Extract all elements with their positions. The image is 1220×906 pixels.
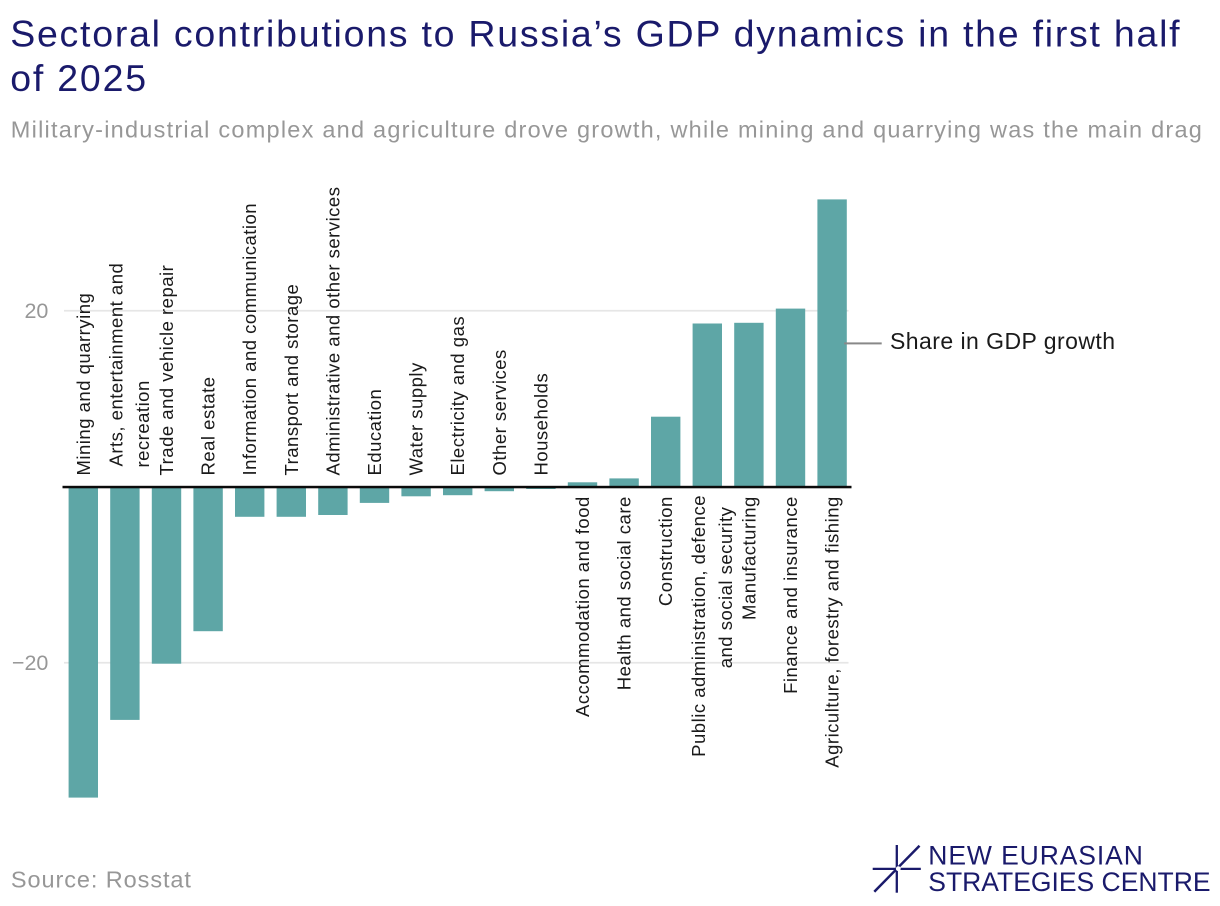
svg-text:Source: Rosstat: Source: Rosstat xyxy=(11,867,192,893)
svg-text:Share in GDP growth: Share in GDP growth xyxy=(890,328,1115,354)
svg-text:Education: Education xyxy=(364,389,385,476)
svg-text:recreation: recreation xyxy=(132,380,153,467)
svg-text:Military-industrial complex an: Military-industrial complex and agricult… xyxy=(11,117,1203,143)
svg-text:Mining and quarrying: Mining and quarrying xyxy=(73,293,94,476)
svg-text:20: 20 xyxy=(24,299,48,323)
svg-text:of 2025: of 2025 xyxy=(10,57,148,99)
svg-text:STRATEGIES CENTRE: STRATEGIES CENTRE xyxy=(928,867,1210,897)
svg-text:Transport and storage: Transport and storage xyxy=(281,284,302,476)
svg-text:Construction: Construction xyxy=(655,496,676,606)
svg-text:Administrative and other servi: Administrative and other services xyxy=(322,187,343,476)
svg-text:Other services: Other services xyxy=(489,349,510,475)
svg-text:Trade and vehicle repair: Trade and vehicle repair xyxy=(156,265,177,476)
svg-text:Arts, entertainment and: Arts, entertainment and xyxy=(106,263,127,467)
svg-text:Manufacturing: Manufacturing xyxy=(738,496,759,620)
svg-text:Information and communication: Information and communication xyxy=(239,203,260,476)
svg-text:Agriculture, forestry and fish: Agriculture, forestry and fishing xyxy=(822,496,843,768)
svg-text:NEW EURASIAN: NEW EURASIAN xyxy=(928,841,1143,871)
svg-text:Finance and insurance: Finance and insurance xyxy=(780,496,801,694)
svg-text:Electricity and gas: Electricity and gas xyxy=(447,316,468,476)
svg-text:Households: Households xyxy=(530,373,551,476)
svg-text:Water supply: Water supply xyxy=(406,362,427,476)
svg-text:Accommodation and food: Accommodation and food xyxy=(572,496,593,717)
svg-text:Sectoral contributions to Russ: Sectoral contributions to Russia’s GDP d… xyxy=(10,12,1181,54)
svg-text:Health and social care: Health and social care xyxy=(614,496,635,690)
svg-text:−20: −20 xyxy=(12,651,49,675)
svg-text:Real estate: Real estate xyxy=(198,376,219,475)
svg-text:Public administration, defence: Public administration, defence xyxy=(688,495,709,757)
svg-text:and social security: and social security xyxy=(715,506,736,668)
